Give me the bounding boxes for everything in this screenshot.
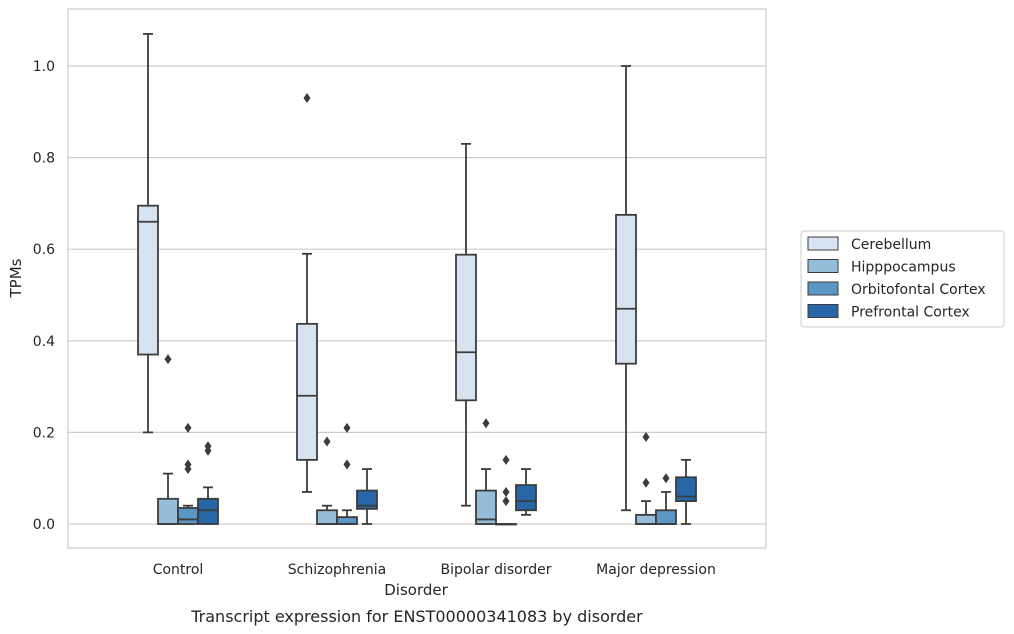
- box-orbitofontal-cortex: [495, 454, 517, 526]
- outlier-point: [642, 477, 650, 488]
- legend-swatch: [807, 281, 839, 296]
- legend-label: Orbitofontal Cortex: [851, 282, 986, 298]
- y-tick-label: 0.4: [33, 334, 55, 350]
- box-prefrontal-cortex: [515, 468, 537, 516]
- x-tick-label: Bipolar disorder: [440, 562, 551, 578]
- box-orbitofontal-cortex: [177, 422, 199, 525]
- box-iqr: [177, 507, 199, 525]
- legend-items: Cerebellum Hipppocampus Orbitofontal Corte…: [807, 236, 986, 321]
- legend-frame: [800, 230, 1005, 328]
- outlier-point: [323, 436, 331, 447]
- box-prefrontal-cortex: [356, 468, 378, 525]
- outlier-point: [184, 422, 192, 433]
- box-iqr: [475, 489, 497, 525]
- outlier-point: [164, 354, 172, 365]
- box-iqr: [296, 322, 318, 461]
- outlier-point: [502, 486, 510, 497]
- y-axis-ticks: 0.0 0.2 0.4 0.6 0.8 1.0: [33, 59, 55, 533]
- outlier-point: [343, 459, 351, 470]
- box-hipppocampus: [475, 418, 497, 525]
- legend-label: Cerebellum: [851, 237, 931, 253]
- box-iqr: [197, 497, 219, 525]
- box-iqr: [515, 484, 537, 512]
- legend-label: Hipppocampus: [851, 260, 956, 276]
- grid-lines: [68, 65, 766, 525]
- box-prefrontal-cortex: [197, 441, 219, 525]
- legend-swatch: [807, 236, 839, 251]
- y-tick-label: 0.6: [33, 242, 55, 258]
- box-iqr: [137, 204, 159, 356]
- x-axis-label: Disorder: [384, 581, 448, 599]
- legend-label: Prefrontal Cortex: [851, 305, 970, 321]
- plot-frame: [67, 8, 767, 549]
- x-tick-label: Major depression: [596, 562, 716, 578]
- box-plot-marks: [137, 33, 697, 526]
- box-iqr: [356, 489, 378, 510]
- outlier-point: [482, 418, 490, 429]
- box-cerebellum: [296, 93, 318, 493]
- box-cerebellum: [455, 142, 477, 507]
- box-prefrontal-cortex: [675, 458, 697, 525]
- y-tick-label: 1.0: [33, 59, 55, 75]
- box-iqr: [615, 213, 637, 365]
- legend-swatch: [807, 304, 839, 318]
- box-orbitofontal-cortex: [336, 422, 358, 525]
- x-tick-label: Schizophrenia: [288, 562, 386, 578]
- y-tick-label: 0.8: [33, 151, 55, 167]
- y-tick-label: 0.0: [33, 517, 55, 533]
- box-iqr: [157, 497, 179, 525]
- outlier-point: [662, 473, 670, 484]
- outlier-point: [502, 454, 510, 465]
- outlier-point: [303, 93, 311, 104]
- box-hipppocampus: [316, 436, 338, 525]
- box-iqr: [635, 513, 657, 525]
- x-axis-ticks: Control Schizophrenia Bipolar disorder Majo…: [153, 562, 716, 578]
- box-hipppocampus: [157, 354, 179, 525]
- box-iqr: [316, 509, 338, 525]
- box-hipppocampus: [635, 431, 657, 525]
- chart-caption: Transcript expression for ENST0000034108…: [190, 607, 643, 626]
- box-cerebellum: [137, 33, 159, 434]
- legend-swatch: [807, 259, 839, 273]
- outlier-point: [184, 464, 192, 475]
- x-tick-label: Control: [153, 562, 204, 578]
- legend: Cerebellum Hipppocampus Orbitofontal Corte…: [800, 230, 1005, 328]
- box-orbitofontal-cortex: [655, 473, 677, 525]
- outlier-point: [204, 445, 212, 456]
- outlier-point: [502, 496, 510, 507]
- outlier-point: [343, 422, 351, 433]
- box-cerebellum: [615, 65, 637, 512]
- box-iqr: [455, 253, 477, 402]
- outlier-point: [642, 431, 650, 442]
- box-iqr: [336, 516, 358, 525]
- box-iqr: [675, 476, 697, 502]
- box-iqr: [655, 509, 677, 525]
- y-axis-label: TPMs: [7, 258, 25, 298]
- y-tick-label: 0.2: [33, 425, 55, 441]
